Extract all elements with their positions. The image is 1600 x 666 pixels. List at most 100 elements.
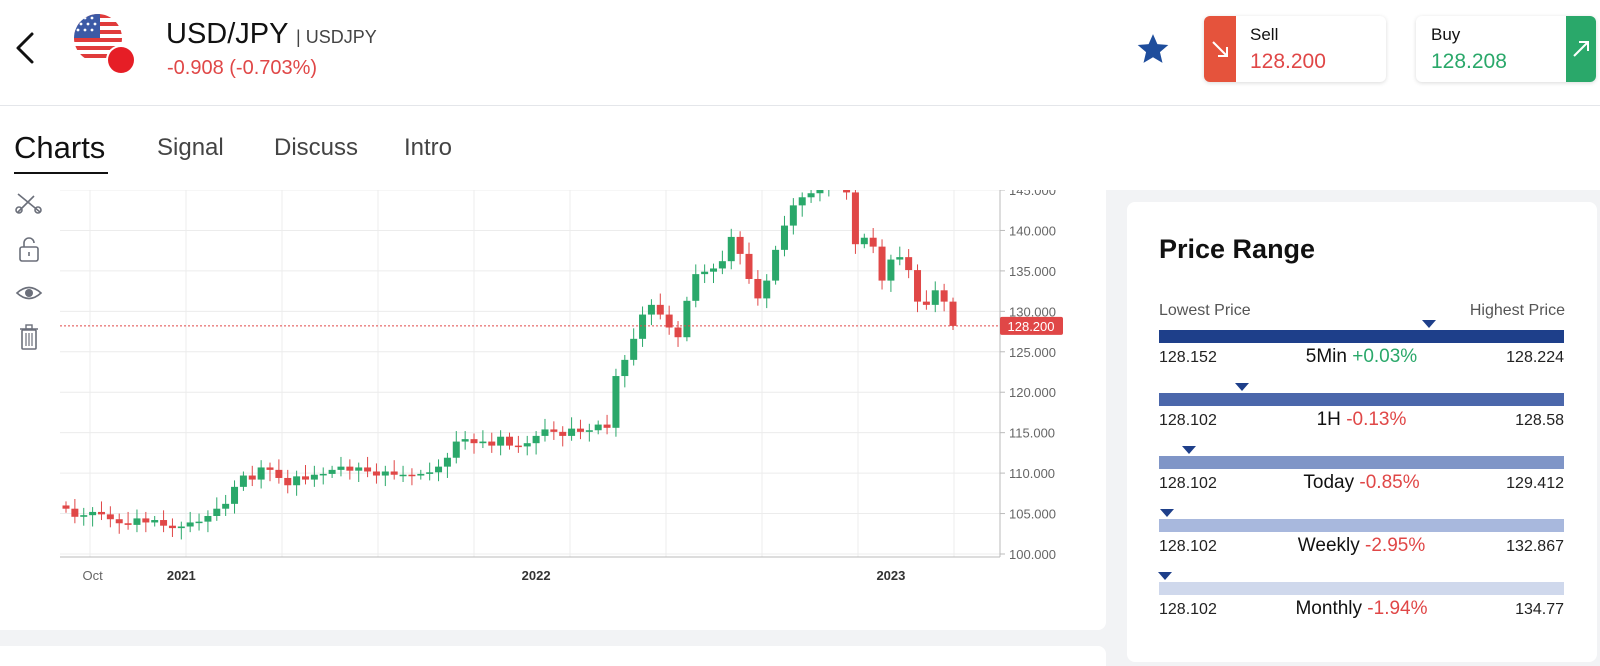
candle-body — [426, 472, 434, 474]
range-bar — [1158, 572, 1564, 595]
lock-icon[interactable] — [14, 234, 44, 264]
pair-title: USD/JPY | USDJPY — [166, 18, 377, 51]
candle-body — [408, 474, 416, 477]
candle-body — [763, 280, 771, 299]
sell-button[interactable]: Sell 128.200 — [1204, 16, 1386, 82]
candle-body — [319, 473, 327, 476]
candle-body — [115, 519, 123, 524]
chart-panel: 145.000 140.000 135.000 130.000 125.000 120.0… — [0, 190, 1106, 630]
candle-body — [603, 424, 611, 428]
candle-body — [177, 526, 185, 529]
candle-body — [674, 327, 682, 338]
buy-icon-box — [1566, 16, 1596, 82]
candle-body — [417, 473, 425, 476]
range-high-value: 134.77 — [1515, 601, 1564, 618]
range-low-value: 128.152 — [1159, 349, 1217, 366]
candle-body — [97, 511, 105, 515]
range-row-weekly: 128.102 132.867 Weekly -2.95% — [1159, 509, 1564, 559]
y-tick-label: 105.000 — [1009, 507, 1056, 522]
candle-body — [851, 192, 859, 245]
range-bar — [1159, 320, 1564, 343]
candle-body — [390, 471, 398, 475]
range-period: Today — [1303, 472, 1360, 493]
back-arrow-icon[interactable] — [10, 28, 40, 68]
candle-body — [568, 428, 576, 436]
candle-body — [381, 471, 389, 476]
y-tick-label: 120.000 — [1009, 385, 1056, 400]
tab-intro[interactable]: Intro — [404, 134, 453, 161]
y-tick-label: 140.000 — [1009, 223, 1056, 238]
candle-body — [745, 253, 753, 279]
buy-button[interactable]: Buy 128.208 — [1416, 16, 1596, 82]
candle-body — [878, 246, 886, 281]
range-row-1h: 128.102 128.58 1H -0.13% — [1159, 383, 1564, 433]
y-tick-label: 110.000 — [1009, 466, 1055, 481]
instrument-header: USD/JPY | USDJPY -0.908 (-0.703%) Sell 1… — [0, 0, 1600, 106]
candle-body — [506, 436, 513, 446]
range-period: Monthly — [1295, 598, 1368, 619]
tab-charts[interactable]: Charts — [14, 130, 106, 165]
range-bar — [1159, 383, 1564, 406]
candle-body — [337, 466, 345, 470]
candle-body — [124, 523, 132, 525]
candle-body — [328, 469, 336, 474]
range-period: Weekly — [1297, 535, 1366, 556]
candle-body — [435, 466, 443, 473]
candle-body — [186, 522, 194, 527]
range-marker-icon — [1160, 509, 1175, 517]
candle-body — [213, 508, 221, 516]
candle-body — [204, 515, 212, 522]
candle-body — [639, 314, 647, 339]
sell-icon-box — [1204, 16, 1236, 82]
candle-body — [718, 261, 726, 269]
range-change: -2.95% — [1365, 535, 1426, 556]
y-tick-label: 115.000 — [1009, 426, 1055, 441]
candle-body — [284, 477, 292, 486]
highest-price-label: Highest Price — [1469, 302, 1565, 319]
candle-body — [692, 274, 700, 301]
candle-body — [443, 457, 451, 467]
tab-bar: Charts Signal Discuss Intro — [0, 106, 1600, 190]
y-tick-label: 135.000 — [1009, 264, 1056, 279]
chart-axes: 145.000 140.000 135.000 130.000 125.000 120.0… — [60, 190, 1063, 583]
range-low-value: 128.102 — [1159, 538, 1217, 555]
candle-body — [585, 430, 593, 432]
range-change: -0.13% — [1346, 409, 1407, 430]
range-low-value: 128.102 — [1159, 475, 1217, 492]
candle-body — [266, 467, 274, 470]
candle-body — [293, 476, 301, 486]
candle-body — [106, 514, 114, 520]
candle-body — [239, 475, 247, 487]
candle-body — [701, 271, 709, 275]
candle-body — [869, 237, 877, 247]
next-panel — [0, 646, 1106, 666]
candle-body — [860, 237, 868, 245]
trash-icon[interactable] — [14, 322, 44, 352]
candle-body — [532, 435, 540, 444]
candle-body — [772, 249, 780, 281]
range-marker-icon — [1158, 572, 1173, 580]
tab-discuss[interactable]: Discuss — [274, 134, 359, 161]
arrow-down-right-icon — [1212, 41, 1228, 57]
range-low-value: 128.102 — [1159, 412, 1217, 429]
chart-grid — [60, 190, 1000, 557]
candlestick-series — [62, 190, 957, 540]
candle-body — [479, 441, 487, 444]
current-price-tag — [1000, 316, 1063, 335]
candle-body — [346, 466, 354, 471]
price-chart[interactable]: 145.000 140.000 135.000 130.000 125.000 120.0… — [60, 190, 1100, 610]
star-icon[interactable] — [1136, 32, 1170, 66]
pair-symbol: | USDJPY — [296, 27, 377, 47]
range-period-change: 5Min +0.03% — [1159, 346, 1564, 368]
candle-body — [727, 236, 735, 262]
candle-body — [168, 525, 176, 529]
arrow-up-right-icon — [1573, 41, 1589, 57]
y-tick-label: 130.000 — [1009, 304, 1056, 319]
eye-icon[interactable] — [14, 278, 44, 308]
range-marker-icon — [1422, 320, 1437, 328]
range-change: -1.94% — [1367, 598, 1428, 619]
tab-signal[interactable]: Signal — [157, 134, 224, 161]
candle-body — [488, 441, 496, 446]
measure-icon[interactable] — [14, 190, 44, 220]
range-bar — [1159, 509, 1564, 532]
